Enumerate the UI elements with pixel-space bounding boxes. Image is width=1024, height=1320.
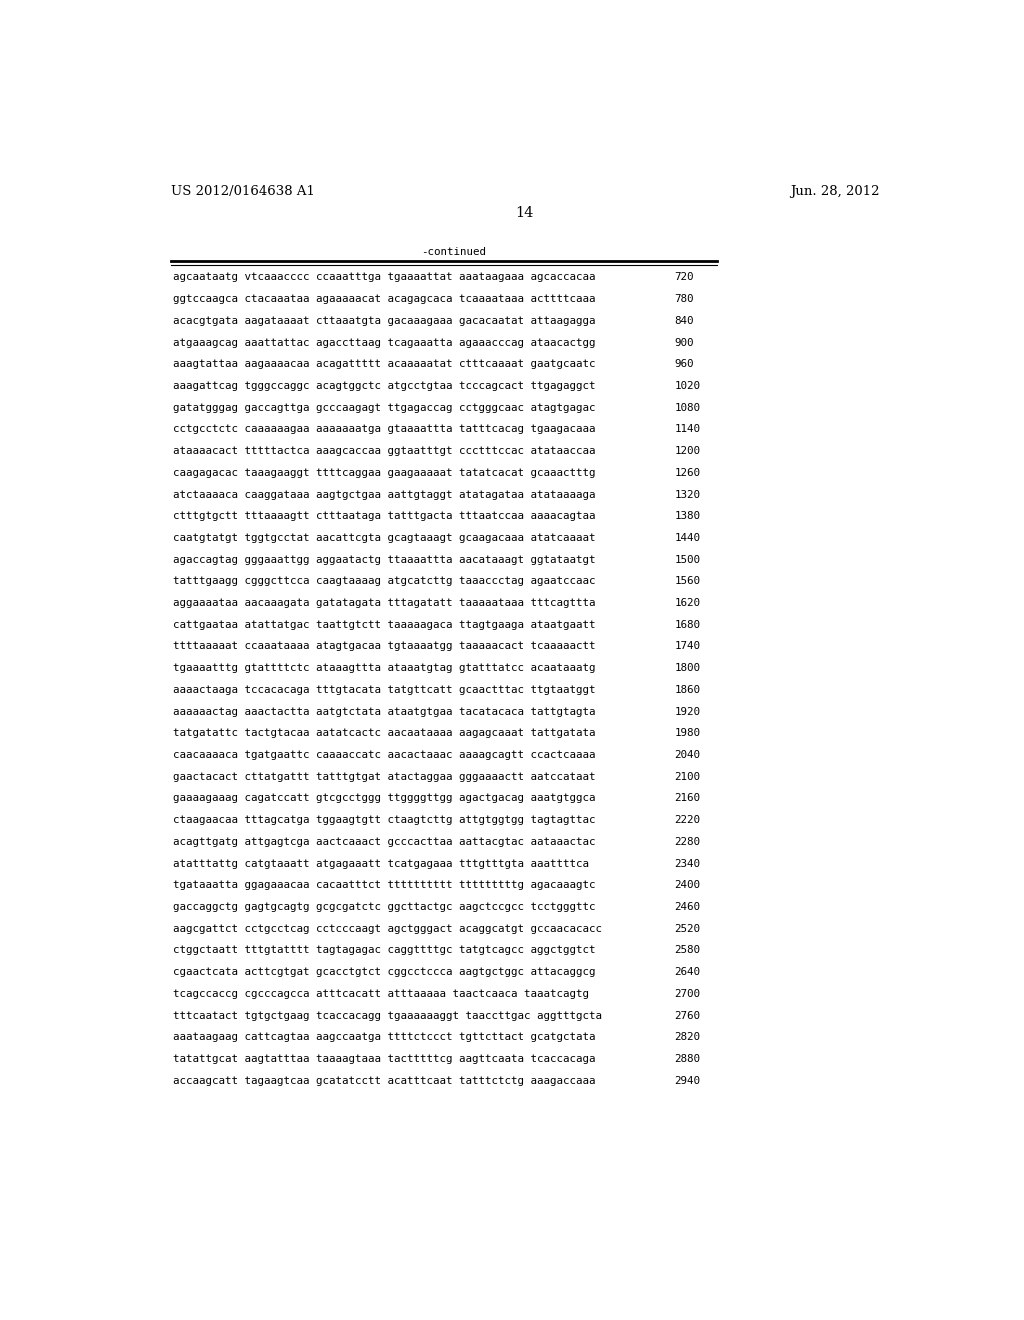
Text: 900: 900	[675, 338, 694, 347]
Text: 1800: 1800	[675, 663, 700, 673]
Text: 2160: 2160	[675, 793, 700, 804]
Text: atatttattg catgtaaatt atgagaaatt tcatgagaaa tttgtttgta aaattttca: atatttattg catgtaaatt atgagaaatt tcatgag…	[173, 858, 589, 869]
Text: 2640: 2640	[675, 968, 700, 977]
Text: 2340: 2340	[675, 858, 700, 869]
Text: 2400: 2400	[675, 880, 700, 891]
Text: 1380: 1380	[675, 511, 700, 521]
Text: 1200: 1200	[675, 446, 700, 457]
Text: 1320: 1320	[675, 490, 700, 499]
Text: 2460: 2460	[675, 902, 700, 912]
Text: 2760: 2760	[675, 1011, 700, 1020]
Text: tatattgcat aagtatttaa taaaagtaaa tactttttcg aagttcaata tcaccacaga: tatattgcat aagtatttaa taaaagtaaa tactttt…	[173, 1055, 595, 1064]
Text: accaagcatt tagaagtcaa gcatatcctt acatttcaat tatttctctg aaagaccaaa: accaagcatt tagaagtcaa gcatatcctt acatttc…	[173, 1076, 595, 1086]
Text: 840: 840	[675, 315, 694, 326]
Text: gaccaggctg gagtgcagtg gcgcgatctc ggcttactgc aagctccgcc tcctgggttc: gaccaggctg gagtgcagtg gcgcgatctc ggcttac…	[173, 902, 595, 912]
Text: 780: 780	[675, 294, 694, 304]
Text: 1020: 1020	[675, 381, 700, 391]
Text: 1560: 1560	[675, 577, 700, 586]
Text: acacgtgata aagataaaat cttaaatgta gacaaagaaa gacacaatat attaagagga: acacgtgata aagataaaat cttaaatgta gacaaag…	[173, 315, 595, 326]
Text: atctaaaaca caaggataaa aagtgctgaa aattgtaggt atatagataa atataaaaga: atctaaaaca caaggataaa aagtgctgaa aattgta…	[173, 490, 595, 499]
Text: 2580: 2580	[675, 945, 700, 956]
Text: 2820: 2820	[675, 1032, 700, 1043]
Text: aaagattcag tgggccaggc acagtggctc atgcctgtaa tcccagcact ttgagaggct: aaagattcag tgggccaggc acagtggctc atgcctg…	[173, 381, 595, 391]
Text: tatgatattc tactgtacaa aatatcactc aacaataaaa aagagcaaat tattgatata: tatgatattc tactgtacaa aatatcactc aacaata…	[173, 729, 595, 738]
Text: gaaaagaaag cagatccatt gtcgcctggg ttggggttgg agactgacag aaatgtggca: gaaaagaaag cagatccatt gtcgcctggg ttggggt…	[173, 793, 595, 804]
Text: 2100: 2100	[675, 772, 700, 781]
Text: 960: 960	[675, 359, 694, 370]
Text: 2940: 2940	[675, 1076, 700, 1086]
Text: -continued: -continued	[421, 247, 486, 257]
Text: tatttgaagg cgggcttcca caagtaaaag atgcatcttg taaaccctag agaatccaac: tatttgaagg cgggcttcca caagtaaaag atgcatc…	[173, 577, 595, 586]
Text: 1740: 1740	[675, 642, 700, 652]
Text: tcagccaccg cgcccagcca atttcacatt atttaaaaa taactcaaca taaatcagtg: tcagccaccg cgcccagcca atttcacatt atttaaa…	[173, 989, 589, 999]
Text: acagttgatg attgagtcga aactcaaact gcccacttaa aattacgtac aataaactac: acagttgatg attgagtcga aactcaaact gcccact…	[173, 837, 595, 847]
Text: agaccagtag gggaaattgg aggaatactg ttaaaattta aacataaagt ggtataatgt: agaccagtag gggaaattgg aggaatactg ttaaaat…	[173, 554, 595, 565]
Text: caagagacac taaagaaggt ttttcaggaa gaagaaaaat tatatcacat gcaaactttg: caagagacac taaagaaggt ttttcaggaa gaagaaa…	[173, 467, 595, 478]
Text: agcaataatg vtcaaacccc ccaaatttga tgaaaattat aaataagaaa agcaccacaa: agcaataatg vtcaaacccc ccaaatttga tgaaaat…	[173, 272, 595, 282]
Text: 1980: 1980	[675, 729, 700, 738]
Text: ataaaacact tttttactca aaagcaccaa ggtaatttgt ccctttccac atataaccaa: ataaaacact tttttactca aaagcaccaa ggtaatt…	[173, 446, 595, 457]
Text: gatatgggag gaccagttga gcccaagagt ttgagaccag cctgggcaac atagtgagac: gatatgggag gaccagttga gcccaagagt ttgagac…	[173, 403, 595, 413]
Text: aggaaaataa aacaaagata gatatagata tttagatatt taaaaataaa tttcagttta: aggaaaataa aacaaagata gatatagata tttagat…	[173, 598, 595, 609]
Text: tgataaatta ggagaaacaa cacaatttct tttttttttt tttttttttg agacaaagtc: tgataaatta ggagaaacaa cacaatttct ttttttt…	[173, 880, 595, 891]
Text: 2520: 2520	[675, 924, 700, 933]
Text: cctgcctctc caaaaaagaa aaaaaaatga gtaaaattta tatttcacag tgaagacaaa: cctgcctctc caaaaaagaa aaaaaaatga gtaaaat…	[173, 424, 595, 434]
Text: aaataagaag cattcagtaa aagccaatga ttttctccct tgttcttact gcatgctata: aaataagaag cattcagtaa aagccaatga ttttctc…	[173, 1032, 595, 1043]
Text: Jun. 28, 2012: Jun. 28, 2012	[791, 185, 880, 198]
Text: 1620: 1620	[675, 598, 700, 609]
Text: 1500: 1500	[675, 554, 700, 565]
Text: ggtccaagca ctacaaataa agaaaaacat acagagcaca tcaaaataaa acttttcaaa: ggtccaagca ctacaaataa agaaaaacat acagagc…	[173, 294, 595, 304]
Text: tttcaatact tgtgctgaag tcaccacagg tgaaaaaaggt taaccttgac aggtttgcta: tttcaatact tgtgctgaag tcaccacagg tgaaaaa…	[173, 1011, 602, 1020]
Text: aagcgattct cctgcctcag cctcccaagt agctgggact acaggcatgt gccaacacacc: aagcgattct cctgcctcag cctcccaagt agctggg…	[173, 924, 602, 933]
Text: gaactacact cttatgattt tatttgtgat atactaggaa gggaaaactt aatccataat: gaactacact cttatgattt tatttgtgat atactag…	[173, 772, 595, 781]
Text: ctttgtgctt tttaaaagtt ctttaataga tatttgacta tttaatccaa aaaacagtaa: ctttgtgctt tttaaaagtt ctttaataga tatttga…	[173, 511, 595, 521]
Text: 1140: 1140	[675, 424, 700, 434]
Text: caatgtatgt tggtgcctat aacattcgta gcagtaaagt gcaagacaaa atatcaaaat: caatgtatgt tggtgcctat aacattcgta gcagtaa…	[173, 533, 595, 543]
Text: US 2012/0164638 A1: US 2012/0164638 A1	[171, 185, 314, 198]
Text: 1080: 1080	[675, 403, 700, 413]
Text: 1440: 1440	[675, 533, 700, 543]
Text: ttttaaaaat ccaaataaaa atagtgacaa tgtaaaatgg taaaaacact tcaaaaactt: ttttaaaaat ccaaataaaa atagtgacaa tgtaaaa…	[173, 642, 595, 652]
Text: caacaaaaca tgatgaattc caaaaccatc aacactaaac aaaagcagtt ccactcaaaa: caacaaaaca tgatgaattc caaaaccatc aacacta…	[173, 750, 595, 760]
Text: cattgaataa atattatgac taattgtctt taaaaagaca ttagtgaaga ataatgaatt: cattgaataa atattatgac taattgtctt taaaaag…	[173, 620, 595, 630]
Text: 720: 720	[675, 272, 694, 282]
Text: 2040: 2040	[675, 750, 700, 760]
Text: 14: 14	[516, 206, 534, 220]
Text: atgaaagcag aaattattac agaccttaag tcagaaatta agaaacccag ataacactgg: atgaaagcag aaattattac agaccttaag tcagaaa…	[173, 338, 595, 347]
Text: cgaactcata acttcgtgat gcacctgtct cggcctccca aagtgctggc attacaggcg: cgaactcata acttcgtgat gcacctgtct cggcctc…	[173, 968, 595, 977]
Text: 2280: 2280	[675, 837, 700, 847]
Text: 2700: 2700	[675, 989, 700, 999]
Text: aaaactaaga tccacacaga tttgtacata tatgttcatt gcaactttac ttgtaatggt: aaaactaaga tccacacaga tttgtacata tatgttc…	[173, 685, 595, 694]
Text: ctggctaatt tttgtatttt tagtagagac caggttttgc tatgtcagcc aggctggtct: ctggctaatt tttgtatttt tagtagagac caggttt…	[173, 945, 595, 956]
Text: 2880: 2880	[675, 1055, 700, 1064]
Text: aaagtattaa aagaaaacaa acagattttt acaaaaatat ctttcaaaat gaatgcaatc: aaagtattaa aagaaaacaa acagattttt acaaaaa…	[173, 359, 595, 370]
Text: 1920: 1920	[675, 706, 700, 717]
Text: 2220: 2220	[675, 816, 700, 825]
Text: aaaaaactag aaactactta aatgtctata ataatgtgaa tacatacaca tattgtagta: aaaaaactag aaactactta aatgtctata ataatgt…	[173, 706, 595, 717]
Text: 1680: 1680	[675, 620, 700, 630]
Text: 1260: 1260	[675, 467, 700, 478]
Text: 1860: 1860	[675, 685, 700, 694]
Text: ctaagaacaa tttagcatga tggaagtgtt ctaagtcttg attgtggtgg tagtagttac: ctaagaacaa tttagcatga tggaagtgtt ctaagtc…	[173, 816, 595, 825]
Text: tgaaaatttg gtattttctc ataaagttta ataaatgtag gtatttatcc acaataaatg: tgaaaatttg gtattttctc ataaagttta ataaatg…	[173, 663, 595, 673]
